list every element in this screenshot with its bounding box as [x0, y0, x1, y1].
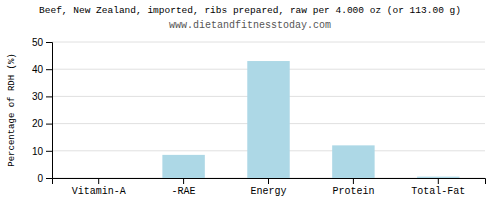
bar — [162, 155, 204, 178]
y-tick: 40 — [32, 64, 52, 75]
y-tick-mark — [46, 96, 52, 97]
bar — [77, 178, 119, 179]
x-tick-mark — [268, 178, 269, 184]
y-tick-label: 0 — [37, 173, 43, 184]
x-tick: Vitamin-A — [72, 178, 126, 197]
plot-area: 0 10 20 30 40 50 Vitamin-A -RAE Energy Protein Tot… — [32, 37, 486, 197]
x-tick-mark — [98, 178, 99, 184]
bar — [417, 177, 459, 178]
subtitle: www.dietandfitnesstoday.com — [169, 20, 331, 31]
chart: Beef, New Zealand, imported, ribs prepar… — [0, 0, 500, 200]
grid — [52, 42, 485, 178]
y-tick-label: 30 — [32, 91, 44, 102]
bars — [162, 61, 459, 178]
bar — [247, 61, 289, 178]
y-axis-line — [46, 43, 53, 179]
x-tick-label: Protein — [332, 186, 374, 197]
y-tick: 0 — [37, 173, 52, 184]
x-tick: -RAE — [172, 178, 196, 197]
y-tick-label: 20 — [32, 118, 44, 129]
grid-line — [52, 42, 485, 43]
y-tick-label: 50 — [32, 37, 44, 48]
y-tick: 20 — [32, 118, 52, 129]
y-tick-label: 10 — [32, 146, 44, 157]
y-tick-mark — [46, 42, 52, 43]
y-axis-title: Percentage of RDH (%) — [7, 53, 17, 166]
x-tick-label: -RAE — [172, 186, 196, 197]
x-tick: Protein — [332, 178, 374, 197]
x-tick: Energy — [250, 178, 286, 197]
x-axis-line — [53, 179, 486, 185]
x-axis: Vitamin-A -RAE Energy Protein Total-Fat — [53, 178, 486, 197]
x-tick: Total-Fat — [411, 178, 465, 197]
y-tick-mark — [46, 178, 52, 179]
y-tick: 10 — [32, 146, 52, 157]
x-tick-mark — [438, 178, 439, 184]
y-tick-mark — [46, 124, 52, 125]
y-tick-mark — [46, 151, 52, 152]
y-tick: 50 — [32, 37, 52, 48]
x-tick-label: Total-Fat — [411, 186, 465, 197]
x-tick-mark — [183, 178, 184, 184]
x-tick-label: Vitamin-A — [72, 186, 126, 197]
y-tick-label: 40 — [32, 64, 44, 75]
y-axis: 0 10 20 30 40 50 — [32, 37, 53, 184]
y-tick-mark — [46, 69, 52, 70]
y-tick: 30 — [32, 91, 52, 102]
x-tick-mark — [353, 178, 354, 184]
title: Beef, New Zealand, imported, ribs prepar… — [39, 5, 461, 16]
x-tick-label: Energy — [250, 186, 286, 197]
bar — [332, 145, 374, 178]
